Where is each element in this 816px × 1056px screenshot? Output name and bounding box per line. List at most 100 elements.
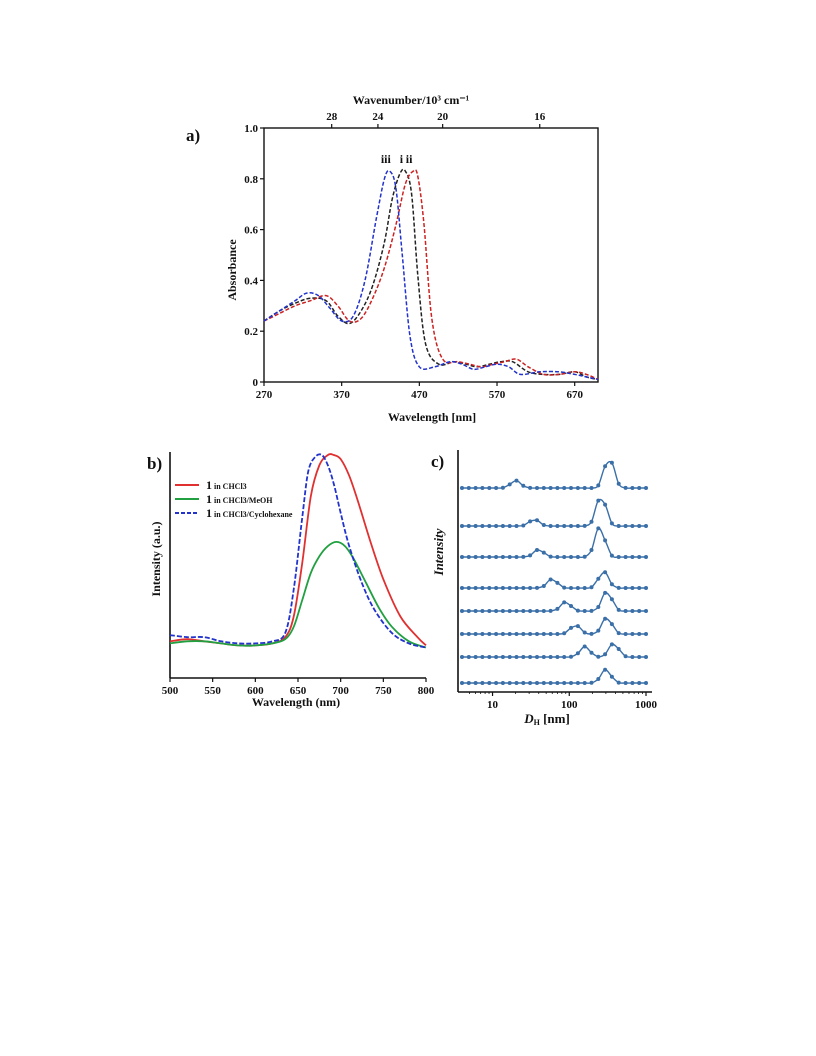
dls-data-point [514, 524, 519, 528]
dls-trace-3 [460, 526, 648, 559]
dls-data-point [521, 523, 526, 528]
dls-data-point [596, 605, 601, 609]
dls-data-point [494, 586, 499, 590]
dls-data-point [596, 677, 601, 681]
dls-data-point [521, 632, 526, 636]
dls-data-point [562, 585, 567, 590]
dls-data-point [609, 674, 614, 679]
dls-data-point [487, 486, 492, 490]
dls-data-point [507, 681, 512, 685]
dls-trace-line [462, 617, 646, 635]
dls-data-point [575, 524, 580, 528]
dls-data-point [555, 524, 560, 528]
dls-data-point [637, 655, 642, 659]
dls-data-point [603, 616, 608, 621]
dls-trace-4 [460, 570, 648, 590]
dls-data-point [494, 486, 499, 490]
dls-data-point [623, 485, 628, 490]
dls-data-point [603, 538, 608, 543]
series-line-1 [169, 540, 427, 649]
dls-data-point [589, 486, 594, 490]
dls-data-point [596, 576, 601, 581]
dls-data-point [466, 486, 471, 490]
dls-data-point [596, 498, 601, 503]
dls-data-point [630, 655, 635, 659]
dls-data-point [528, 586, 533, 590]
legend-compound-number: 1 [206, 506, 212, 520]
x-tick-label: 1000 [635, 699, 658, 711]
dls-data-point [582, 630, 587, 635]
dls-data-point [644, 524, 648, 528]
dls-data-point [514, 655, 519, 659]
legend-compound-number: 1 [206, 492, 212, 506]
dls-data-point [575, 486, 580, 490]
dls-data-point [644, 655, 648, 659]
dls-data-point [609, 597, 614, 602]
series-line-iii [263, 169, 599, 381]
dls-data-point [487, 655, 492, 659]
dls-data-point [596, 526, 601, 531]
series-line-i [263, 168, 599, 381]
dls-trace-8 [460, 667, 648, 685]
dls-data-point [569, 625, 573, 630]
dls-data-point [637, 632, 642, 636]
dls-data-point [562, 681, 567, 685]
dls-data-point [473, 486, 478, 490]
series-line-ii [263, 169, 599, 381]
dls-data-point [480, 486, 485, 490]
dls-data-point [555, 580, 560, 585]
dls-data-point [548, 554, 553, 559]
dls-data-point [514, 586, 519, 590]
dls-data-point [541, 584, 546, 588]
dls-data-point [548, 655, 553, 659]
dls-data-point [623, 632, 628, 636]
dls-data-point [569, 604, 573, 608]
dls-data-point [637, 486, 642, 490]
dls-data-point [548, 524, 553, 528]
y-tick-label: 0.4 [244, 275, 258, 287]
dls-data-point [623, 524, 628, 528]
dls-data-point [609, 642, 614, 647]
dls-data-point [637, 681, 642, 685]
top-tick-label: 20 [437, 111, 449, 123]
dls-data-point [473, 632, 478, 636]
dls-data-point [535, 585, 539, 590]
dls-data-point [548, 486, 553, 490]
dls-data-point [644, 609, 648, 613]
dls-data-point [487, 555, 492, 559]
dls-data-point [596, 483, 601, 488]
dls-data-point [487, 586, 492, 590]
dls-data-point [623, 654, 628, 659]
dls-data-point [548, 681, 553, 685]
panel-b-label: b) [147, 454, 162, 473]
dls-data-point [535, 609, 539, 613]
dls-data-point [637, 586, 642, 590]
peak-label-iii: iii [381, 152, 392, 166]
dls-data-point [630, 609, 635, 613]
dls-data-point [603, 590, 608, 595]
dls-data-point [630, 632, 635, 636]
top-tick-label: 28 [326, 111, 338, 123]
dls-data-point [521, 655, 526, 659]
dls-data-point [575, 608, 580, 613]
dls-data-point [480, 586, 485, 590]
dls-data-point [460, 586, 464, 590]
dls-data-point [623, 609, 628, 613]
dls-data-point [582, 486, 587, 490]
dls-data-point [555, 632, 560, 636]
dls-data-point [637, 524, 642, 528]
dls-data-point [616, 524, 621, 528]
dls-data-point [507, 609, 512, 613]
dls-data-point [466, 586, 471, 590]
dls-data-point [473, 681, 478, 685]
dls-data-point [500, 586, 505, 590]
dls-data-point [500, 485, 505, 490]
dls-data-point [528, 485, 533, 490]
dls-data-point [521, 681, 526, 685]
dls-trace-7 [460, 642, 648, 659]
dls-data-point [541, 486, 546, 490]
legend-entry-chcl3-meoh: 1 in CHCl3/MeOH [175, 492, 273, 506]
legend-text-chcl3-meoh: in CHCl3/MeOH [214, 496, 273, 505]
dls-data-point [507, 586, 512, 590]
x-tick-label: 750 [375, 685, 392, 697]
